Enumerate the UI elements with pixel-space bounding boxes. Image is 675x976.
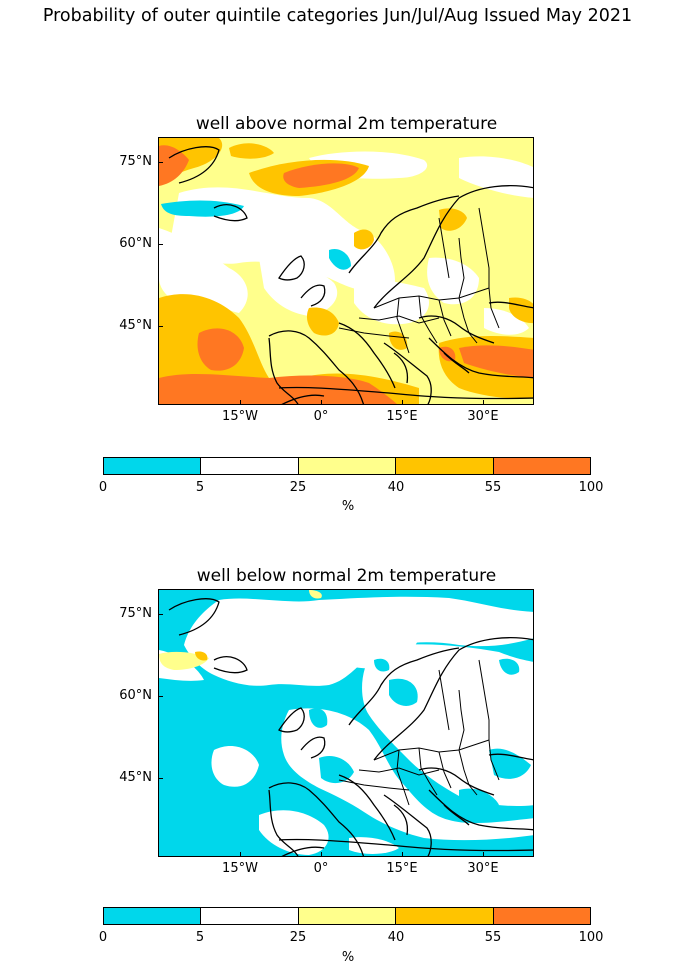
- lon-tick-mark: [402, 852, 403, 856]
- colorbar-segment-40-55: [396, 458, 494, 474]
- country-borders: [338, 207, 500, 354]
- lon-tick-label: 30°E: [467, 409, 499, 424]
- colorbar-segment-25-40: [298, 458, 397, 474]
- lat-tick-mark: [159, 326, 163, 327]
- colorbar-tick-label: 5: [195, 930, 205, 945]
- lon-tick-mark: [240, 400, 241, 404]
- figure-title: Probability of outer quintile categories…: [42, 6, 633, 26]
- lon-tick-label: 0°: [313, 409, 329, 424]
- colorbar-segment-55-100: [493, 908, 591, 924]
- colorbar-tick-label: 25: [289, 930, 307, 945]
- lon-tick-label: 30°E: [467, 861, 499, 876]
- colorbar-tick-label: 100: [578, 930, 604, 945]
- lon-tick-label: 15°E: [386, 409, 418, 424]
- country-borders: [338, 659, 500, 806]
- colorbar-tick-label: 40: [387, 930, 405, 945]
- colorbar-segment-40-55: [396, 908, 494, 924]
- colorbar-tick-label: 0: [98, 480, 108, 495]
- map-below-normal: [158, 589, 534, 857]
- map-above-normal: [158, 137, 534, 405]
- coastlines: [168, 598, 533, 856]
- lon-tick-mark: [483, 400, 484, 404]
- lon-tick-label: 0°: [313, 861, 329, 876]
- lat-tick-label: 45°N: [119, 770, 152, 785]
- lon-tick-mark: [321, 852, 322, 856]
- colorbar-tick-label: 55: [484, 480, 502, 495]
- lon-tick-mark: [402, 400, 403, 404]
- lon-tick-mark: [240, 852, 241, 856]
- prob-field-0-5-patches: [309, 658, 531, 812]
- prob-field-40-55: [195, 651, 208, 661]
- colorbar-tick-label: 0: [98, 930, 108, 945]
- panel-above-title: well above normal 2m temperature: [195, 114, 498, 134]
- colorbar-unit: %: [341, 950, 355, 965]
- lat-tick-mark: [159, 244, 163, 245]
- colorbar-tick-label: 100: [578, 480, 604, 495]
- colorbar-segment-5-25: [201, 458, 299, 474]
- lon-tick-mark: [483, 852, 484, 856]
- colorbar-below: [103, 907, 591, 925]
- coastlines: [168, 146, 533, 404]
- lat-tick-mark: [159, 614, 163, 615]
- colorbar-tick-label: 55: [484, 930, 502, 945]
- colorbar-segment-55-100: [493, 458, 591, 474]
- colorbar-tick-label: 40: [387, 480, 405, 495]
- colorbar-unit: %: [341, 499, 355, 514]
- lat-tick-label: 60°N: [119, 236, 152, 251]
- lon-tick-mark: [321, 400, 322, 404]
- lon-tick-label: 15°W: [222, 861, 258, 876]
- colorbar-segment-0-5: [104, 458, 202, 474]
- lat-tick-label: 75°N: [119, 154, 152, 169]
- lat-tick-mark: [159, 696, 163, 697]
- colorbar-segment-25-40: [298, 908, 397, 924]
- lat-tick-label: 45°N: [119, 318, 152, 333]
- lat-tick-mark: [159, 778, 163, 779]
- colorbar-segment-0-5: [104, 908, 202, 924]
- lon-tick-label: 15°W: [222, 409, 258, 424]
- colorbar-tick-label: 25: [289, 480, 307, 495]
- colorbar-segment-5-25: [201, 908, 299, 924]
- lat-tick-label: 75°N: [119, 606, 152, 621]
- colorbar-tick-label: 5: [195, 480, 205, 495]
- panel-below-title: well below normal 2m temperature: [196, 566, 497, 586]
- lat-tick-mark: [159, 162, 163, 163]
- lon-tick-label: 15°E: [386, 861, 418, 876]
- lat-tick-label: 60°N: [119, 688, 152, 703]
- colorbar-above: [103, 457, 591, 475]
- prob-field-55-100: [159, 145, 533, 404]
